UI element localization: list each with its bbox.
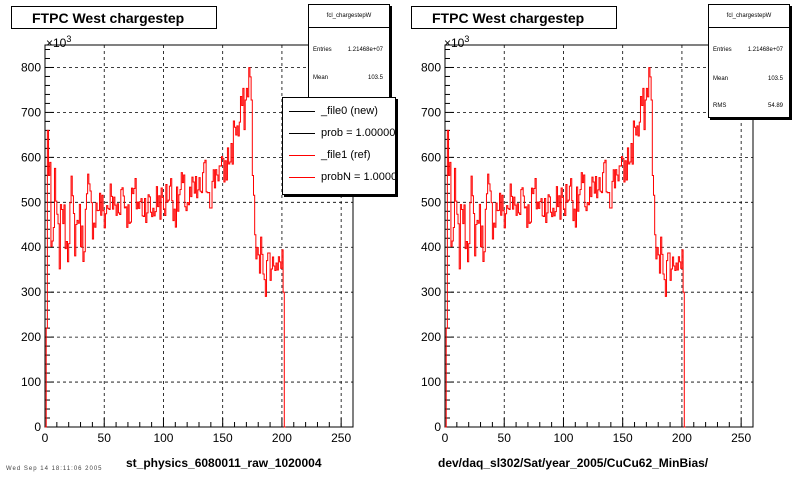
footnote: Wed Sep 14 18:11:06 2005 [6,466,103,472]
y-tick-label: 200 [421,330,441,344]
y-tick-label: 800 [421,60,441,74]
chart-right-svg: 0 50 100 150 200 250 0 100 200 300 400 500 600 700 800 [421,44,754,445]
legend-swatch [289,177,315,178]
y-tick-label: 600 [421,150,441,164]
y-tick-label: 700 [21,105,41,119]
stats-title: fcl_chargestepW [726,13,772,19]
x-tick-label: 50 [498,431,512,445]
y-tick-label: 200 [21,330,41,344]
legend-item-probn: probN = 1.000000 [283,168,395,188]
x-tick-label: 0 [442,431,449,445]
y-tick-label: 500 [421,195,441,209]
chart-left: 0 50 100 150 200 250 0 100 200 300 400 500 600 700 800… [11,4,396,470]
histogram-series [45,67,286,428]
plot-frame [444,44,754,428]
chart-title: FTPC West chargestep [11,6,217,29]
y-tick-label: 800 [21,60,41,74]
stats-title: fcl_chargestepW [326,13,372,19]
y-tick-label: 100 [21,375,41,389]
x-tick-label: 100 [153,431,173,445]
stats-box: fcl_chargestepW Entries 1.21468e+07 Mean… [708,4,790,118]
x-axis-label: dev/daq_sl302/Sat/year_2005/CuCu62_MinBi… [438,456,709,470]
legend-item-file0: _file0 (new) [283,102,395,122]
x-tick-label: 250 [731,431,751,445]
x-tick-label: 100 [553,431,573,445]
x-tick-label: 150 [213,431,233,445]
legend-swatch [289,111,315,112]
x-tick-label: 50 [98,431,112,445]
y-multiplier-label: ×103 [444,34,470,50]
x-tick-label: 150 [613,431,633,445]
y-tick-label: 300 [421,285,441,299]
y-tick-label: 400 [421,240,441,254]
y-tick-label: 300 [21,285,41,299]
legend-swatch [289,133,315,134]
y-tick-label: 0 [434,420,441,434]
y-tick-label: 500 [21,195,41,209]
x-tick-label: 200 [672,431,692,445]
y-tick-label: 100 [421,375,441,389]
y-tick-label: 700 [421,105,441,119]
legend-swatch [289,155,315,156]
y-multiplier-label: ×103 [46,34,72,50]
x-tick-label: 200 [272,431,292,445]
x-tick-label: 0 [42,431,49,445]
y-tick-label: 600 [21,150,41,164]
x-axis-label: st_physics_6080011_raw_1020004 [126,456,322,470]
chart-title: FTPC West chargestep [411,6,617,29]
legend-item-prob: prob = 1.000000 [283,124,395,144]
y-tick-label: 0 [34,420,41,434]
legend-item-file1: _file1 (ref) [283,146,395,166]
histogram-series [445,67,686,428]
x-tick-label: 250 [331,431,351,445]
chart-right: 0 50 100 150 200 250 0 100 200 300 400 500 600 700 800… [400,0,800,480]
legend: _file0 (new) prob = 1.000000 _file1 (ref… [282,97,396,195]
y-tick-label: 400 [21,240,41,254]
